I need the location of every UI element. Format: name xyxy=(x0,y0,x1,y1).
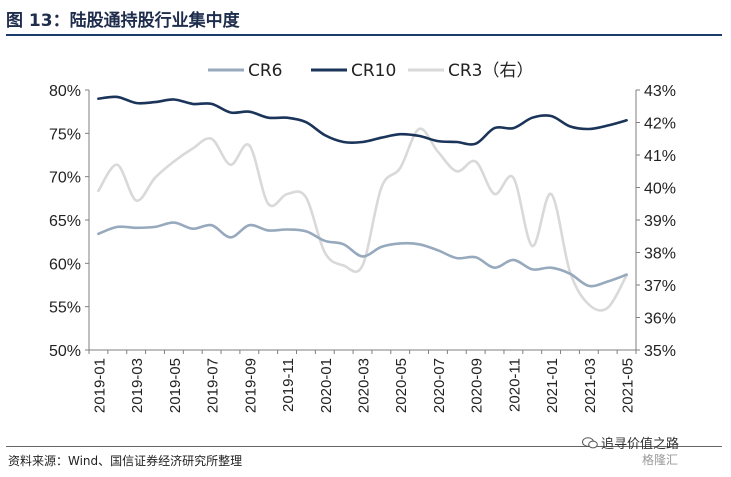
x-tick-label: 2020-09 xyxy=(469,358,486,413)
left-tick-label: 65% xyxy=(49,213,81,230)
footer-divider xyxy=(6,446,722,447)
left-tick-label: 55% xyxy=(49,300,81,317)
x-tick-label: 2020-11 xyxy=(506,358,523,412)
watermark: 追寻价值之路 格隆汇 xyxy=(582,433,680,467)
left-tick-label: 80% xyxy=(49,83,81,100)
series-line-cr3 xyxy=(97,127,628,312)
x-tick-label: 2019-11 xyxy=(280,358,297,412)
title-bar xyxy=(6,4,722,36)
legend-label: CR10 xyxy=(351,61,396,81)
series-line-cr10 xyxy=(97,95,628,146)
x-tick-label: 2021-03 xyxy=(582,358,599,413)
left-tick-label: 60% xyxy=(49,256,81,273)
legend: CR6 CR10 CR3（右） xyxy=(208,61,534,81)
line-chart: CR6 CR10 CR3（右） 50% 55% 60% 65% 70% 75% 80% 35% 36… xyxy=(49,61,676,413)
x-tick-label: 2020-01 xyxy=(318,358,335,413)
x-tick-label: 2021-01 xyxy=(544,358,561,413)
x-tick-label: 2020-03 xyxy=(356,358,373,413)
x-tick-label: 2019-05 xyxy=(167,358,184,413)
series-lines xyxy=(97,95,628,312)
right-tick-label: 38% xyxy=(644,246,676,263)
left-tick-label: 70% xyxy=(49,170,81,187)
axes: 50% 55% 60% 65% 70% 75% 80% 35% 36% 37% 38% 39% 40% 4… xyxy=(49,83,676,413)
right-tick-label: 43% xyxy=(644,83,676,100)
watermark-sub: 格隆汇 xyxy=(642,453,679,467)
x-tick-label: 2020-07 xyxy=(431,358,448,413)
x-tick-label: 2019-01 xyxy=(91,358,108,413)
x-tick-label: 2019-07 xyxy=(205,358,222,413)
legend-label: CR6 xyxy=(248,61,283,81)
legend-label: CR3（右） xyxy=(448,61,534,81)
right-tick-label: 35% xyxy=(644,343,676,360)
wechat-icon xyxy=(582,436,598,448)
right-tick-label: 39% xyxy=(644,213,676,230)
left-tick-label: 75% xyxy=(49,126,81,143)
x-tick-label: 2021-05 xyxy=(620,358,637,413)
right-tick-label: 42% xyxy=(644,116,676,133)
source-note: 资料来源：Wind、国信证券经济研究所整理 xyxy=(8,454,243,468)
x-tick-label: 2019-03 xyxy=(129,358,146,413)
right-tick-label: 41% xyxy=(644,148,676,165)
x-tick-label: 2019-09 xyxy=(242,358,259,413)
right-tick-label: 37% xyxy=(644,278,676,295)
series-line-cr6 xyxy=(97,221,628,288)
watermark-text: 追寻价值之路 xyxy=(601,437,680,452)
right-tick-label: 40% xyxy=(644,181,676,198)
x-tick-label: 2020-05 xyxy=(393,358,410,413)
right-tick-label: 36% xyxy=(644,311,676,328)
left-tick-label: 50% xyxy=(49,343,81,360)
chart-title: 图 13：陆股通持股行业集中度 xyxy=(6,11,240,31)
